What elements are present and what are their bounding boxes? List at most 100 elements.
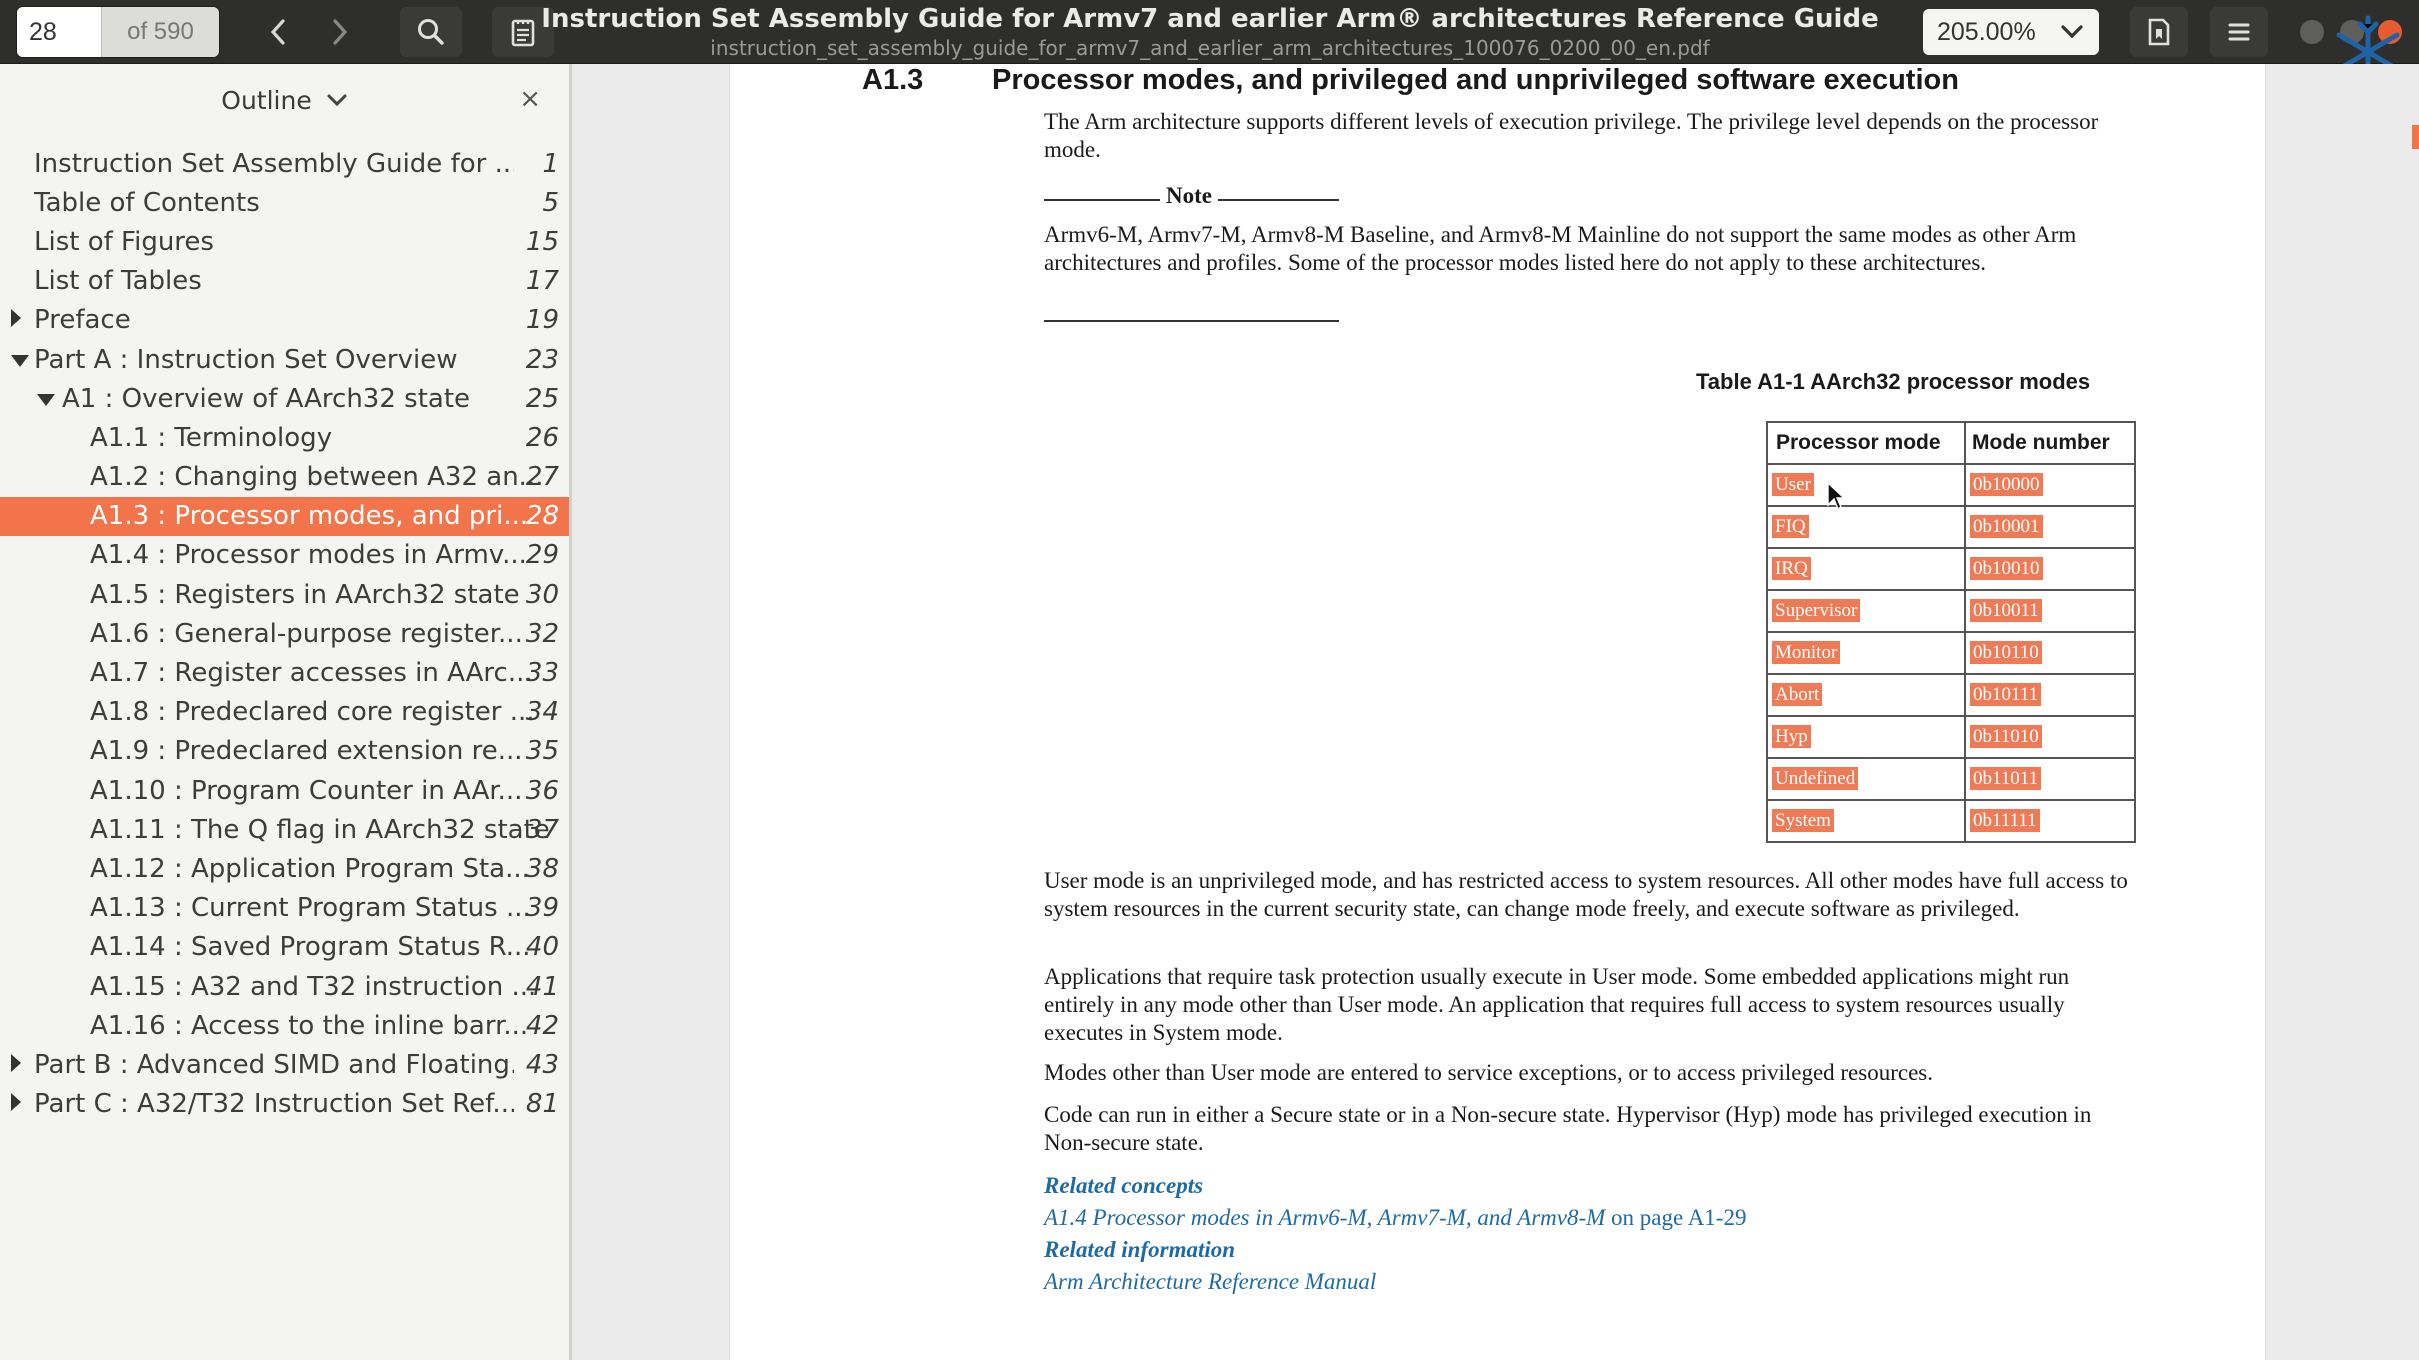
mode-number-cell: 0b11010 (1964, 715, 2136, 759)
outline-item[interactable]: Table of Contents 5 (0, 183, 569, 222)
outline-list: Instruction Set Assembly Guide for ... 1 T… (0, 144, 569, 1124)
outline-item[interactable]: Part A : Instruction Set Overview 23 (0, 340, 569, 379)
table-row: Abort 0b10111 (1766, 673, 2136, 717)
related-concepts-link-text[interactable]: A1.4 Processor modes in Armv6-M, Armv7-M… (1044, 1205, 1606, 1230)
outline-mode-selector[interactable]: Outline (221, 86, 347, 115)
zoom-select[interactable]: 205.00% (1923, 9, 2099, 55)
table-caption: Table A1-1 AArch32 processor modes (1696, 369, 2091, 394)
outline-item-label: A1.5 : Registers in AArch32 state (90, 579, 520, 610)
outline-item-page: 17 (525, 266, 559, 297)
mode-name-cell: Monitor (1766, 631, 1966, 675)
outline-item[interactable]: A1.8 : Predeclared core register ... 34 (0, 693, 569, 732)
chevron-left-icon (268, 18, 288, 46)
mode-number-cell: 0b10110 (1964, 631, 2136, 675)
expand-triangle-down-icon[interactable] (10, 345, 30, 375)
main-menu-button[interactable] (2210, 7, 2268, 57)
outline-item-label: Table of Contents (34, 187, 260, 218)
outline-item-label: A1.13 : Current Program Status ... (90, 893, 531, 924)
previous-page-button[interactable] (254, 7, 302, 57)
outline-item-page: 1 (542, 148, 559, 179)
outline-item-label: Part B : Advanced SIMD and Floating... (34, 1049, 514, 1080)
search-icon (416, 17, 446, 47)
outline-item[interactable]: Preface 19 (0, 301, 569, 340)
page-number-input[interactable] (17, 7, 101, 57)
sidebar-header: Outline × (0, 64, 569, 136)
outline-item[interactable]: Instruction Set Assembly Guide for ... 1 (0, 144, 569, 183)
expand-triangle-right-icon[interactable] (10, 305, 22, 335)
expand-triangle-right-icon[interactable] (10, 1089, 22, 1119)
mode-name: User (1772, 473, 1814, 496)
mouse-cursor-icon (1826, 481, 1846, 515)
outline-item[interactable]: A1.12 : Application Program Sta... 38 (0, 849, 569, 888)
expand-triangle-right-icon[interactable] (10, 1050, 22, 1080)
mode-name-cell: Supervisor (1766, 589, 1966, 633)
next-page-button[interactable] (316, 7, 364, 57)
outline-item-label: A1.8 : Predeclared core register ... (90, 697, 535, 728)
outline-item[interactable]: A1.5 : Registers in AArch32 state 30 (0, 575, 569, 614)
section-title: Processor modes, and privileged and unpr… (992, 64, 1959, 96)
table-row: Undefined 0b11011 (1766, 757, 2136, 801)
outline-item[interactable]: Part C : A32/T32 Instruction Set Ref... 8… (0, 1085, 569, 1124)
outline-item[interactable]: A1.6 : General-purpose register... 32 (0, 614, 569, 653)
outline-item-label: Part A : Instruction Set Overview (34, 344, 458, 375)
outline-item[interactable]: A1.14 : Saved Program Status R... 40 (0, 928, 569, 967)
pdf-page: A1.3 Processor modes, and privileged and… (729, 64, 2266, 1360)
outline-item-label: A1.15 : A32 and T32 instruction ... (90, 971, 537, 1002)
outline-item-label: Part C : A32/T32 Instruction Set Ref... (34, 1089, 514, 1120)
annotations-button[interactable] (492, 7, 554, 57)
search-button[interactable] (400, 7, 462, 57)
outline-item[interactable]: A1.4 : Processor modes in Armv... 29 (0, 536, 569, 575)
bookmark-button[interactable] (2130, 7, 2188, 57)
section-number: A1.3 (862, 64, 924, 96)
outline-item-page: 42 (525, 1010, 559, 1041)
outline-item-page: 15 (525, 226, 559, 257)
outline-item-page: 39 (525, 893, 559, 924)
outline-item[interactable]: A1.3 : Processor modes, and pri... 28 (0, 496, 569, 536)
outline-item[interactable]: List of Figures 15 (0, 222, 569, 261)
outline-item-page: 36 (525, 775, 559, 806)
table-row: User 0b10000 (1766, 463, 2136, 507)
outline-item-label: A1.1 : Terminology (90, 422, 333, 453)
outline-item[interactable]: A1.10 : Program Counter in AAr... 36 (0, 771, 569, 810)
document-view[interactable]: A1.3 Processor modes, and privileged and… (575, 64, 2419, 1360)
note-end-rule (1044, 320, 1339, 322)
outline-item[interactable]: A1.11 : The Q flag in AArch32 state 37 (0, 810, 569, 849)
outline-item[interactable]: A1.16 : Access to the inline barr... 42 (0, 1006, 569, 1045)
mode-number-cell: 0b10011 (1964, 589, 2136, 633)
related-concepts-page[interactable]: on page A1-29 (1605, 1205, 1747, 1230)
outline-item[interactable]: A1.1 : Terminology 26 (0, 418, 569, 457)
document-filename: instruction_set_assembly_guide_for_armv7… (710, 36, 1710, 60)
outline-item[interactable]: Part B : Advanced SIMD and Floating... 43 (0, 1045, 569, 1084)
outline-item-page: 37 (525, 814, 559, 845)
related-information-link[interactable]: Arm Architecture Reference Manual (1044, 1269, 1377, 1294)
outline-item[interactable]: A1.2 : Changing between A32 an... 27 (0, 458, 569, 497)
document-title: Instruction Set Assembly Guide for Armv7… (541, 4, 1879, 34)
outline-item-label: A1.2 : Changing between A32 an... (90, 462, 544, 493)
mode-number-cell: 0b10010 (1964, 547, 2136, 591)
expand-triangle-down-icon[interactable] (36, 384, 56, 414)
note-text: Armv6-M, Armv7-M, Armv8-M Baseline, and … (1044, 222, 2077, 275)
annotations-icon (510, 17, 536, 47)
outline-item-label: A1.3 : Processor modes, and pri... (90, 501, 529, 532)
mode-name-cell: User (1766, 463, 1966, 507)
page-total-label: of 590 (101, 7, 219, 57)
outline-item-label: List of Tables (34, 266, 202, 297)
mode-name: Hyp (1772, 725, 1811, 748)
outline-item[interactable]: A1.7 : Register accesses in AArc... 33 (0, 653, 569, 692)
outline-item[interactable]: List of Tables 17 (0, 262, 569, 301)
outline-item[interactable]: A1.9 : Predeclared extension re... 35 (0, 732, 569, 771)
mode-name: Abort (1772, 683, 1823, 706)
minimize-window-button[interactable] (2300, 20, 2324, 44)
outline-mode-label: Outline (221, 85, 312, 115)
outline-item-page: 40 (525, 932, 559, 963)
outline-item-label: A1.4 : Processor modes in Armv... (90, 540, 527, 571)
mode-name-cell: System (1766, 799, 1966, 843)
outline-item[interactable]: A1 : Overview of AArch32 state 25 (0, 379, 569, 418)
outline-item[interactable]: A1.15 : A32 and T32 instruction ... 41 (0, 967, 569, 1006)
outline-item[interactable]: A1.13 : Current Program Status ... 39 (0, 889, 569, 928)
related-concepts-link[interactable]: A1.4 Processor modes in Armv6-M, Armv7-M… (1044, 1205, 1746, 1231)
outline-item-label: A1.11 : The Q flag in AArch32 state (90, 814, 550, 845)
close-sidebar-button[interactable]: × (519, 84, 541, 114)
mode-number: 0b10000 (1970, 473, 2043, 496)
outline-item-page: 28 (525, 501, 559, 532)
